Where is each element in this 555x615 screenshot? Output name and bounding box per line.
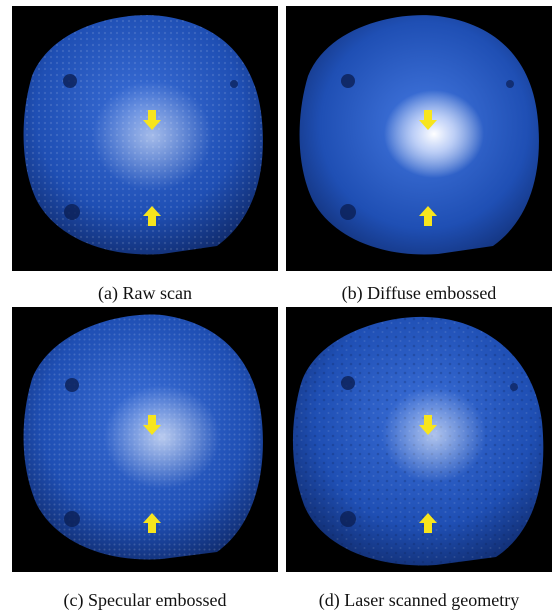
arrow-down-icon	[419, 110, 437, 130]
specular-embossed-image	[23, 314, 263, 560]
caption-d: (d) Laser scanned geometry	[318, 590, 520, 610]
arrow-up-icon	[419, 206, 437, 226]
orange-object	[299, 15, 539, 255]
figure-panel-a	[12, 6, 278, 271]
caption-b: (b) Diffuse embossed	[341, 283, 497, 303]
arrow-up-icon	[143, 206, 161, 226]
raw-scan-image	[23, 15, 263, 255]
figure-panel-c	[12, 307, 278, 572]
orange-object	[23, 314, 263, 560]
arrow-up-icon	[143, 513, 161, 533]
caption-c: (c) Specular embossed	[63, 590, 227, 610]
arrow-up-icon	[419, 513, 437, 533]
figure-panel-b	[286, 6, 552, 271]
arrow-down-icon	[419, 415, 437, 435]
orange-object	[23, 15, 263, 255]
arrow-down-icon	[143, 110, 161, 130]
arrow-down-icon	[143, 415, 161, 435]
diffuse-embossed-image	[299, 15, 539, 255]
orange-object	[292, 316, 544, 566]
laser-scanned-geometry-image	[292, 316, 544, 566]
caption-a: (a) Raw scan	[98, 283, 192, 303]
figure-panel-d	[286, 307, 552, 572]
